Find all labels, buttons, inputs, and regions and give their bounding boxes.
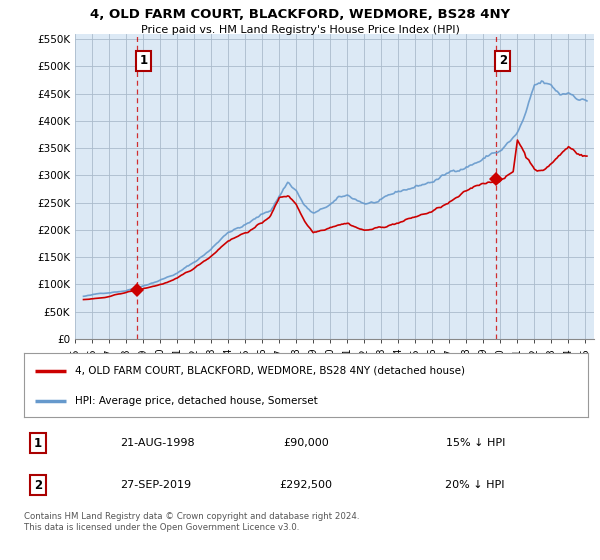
Text: 4, OLD FARM COURT, BLACKFORD, WEDMORE, BS28 4NY: 4, OLD FARM COURT, BLACKFORD, WEDMORE, B…	[90, 8, 510, 21]
Text: 20% ↓ HPI: 20% ↓ HPI	[445, 480, 505, 490]
Text: £292,500: £292,500	[280, 480, 332, 490]
Text: 2: 2	[499, 54, 507, 67]
Text: £90,000: £90,000	[283, 438, 329, 449]
Text: 1: 1	[139, 54, 148, 67]
Text: Price paid vs. HM Land Registry's House Price Index (HPI): Price paid vs. HM Land Registry's House …	[140, 25, 460, 35]
Text: Contains HM Land Registry data © Crown copyright and database right 2024.
This d: Contains HM Land Registry data © Crown c…	[24, 512, 359, 532]
Text: 21-AUG-1998: 21-AUG-1998	[120, 438, 194, 449]
Text: 1: 1	[34, 437, 42, 450]
Text: 15% ↓ HPI: 15% ↓ HPI	[446, 438, 505, 449]
Text: 2: 2	[34, 479, 42, 492]
Text: 27-SEP-2019: 27-SEP-2019	[120, 480, 191, 490]
Text: HPI: Average price, detached house, Somerset: HPI: Average price, detached house, Some…	[75, 396, 317, 406]
Text: 4, OLD FARM COURT, BLACKFORD, WEDMORE, BS28 4NY (detached house): 4, OLD FARM COURT, BLACKFORD, WEDMORE, B…	[75, 366, 465, 376]
